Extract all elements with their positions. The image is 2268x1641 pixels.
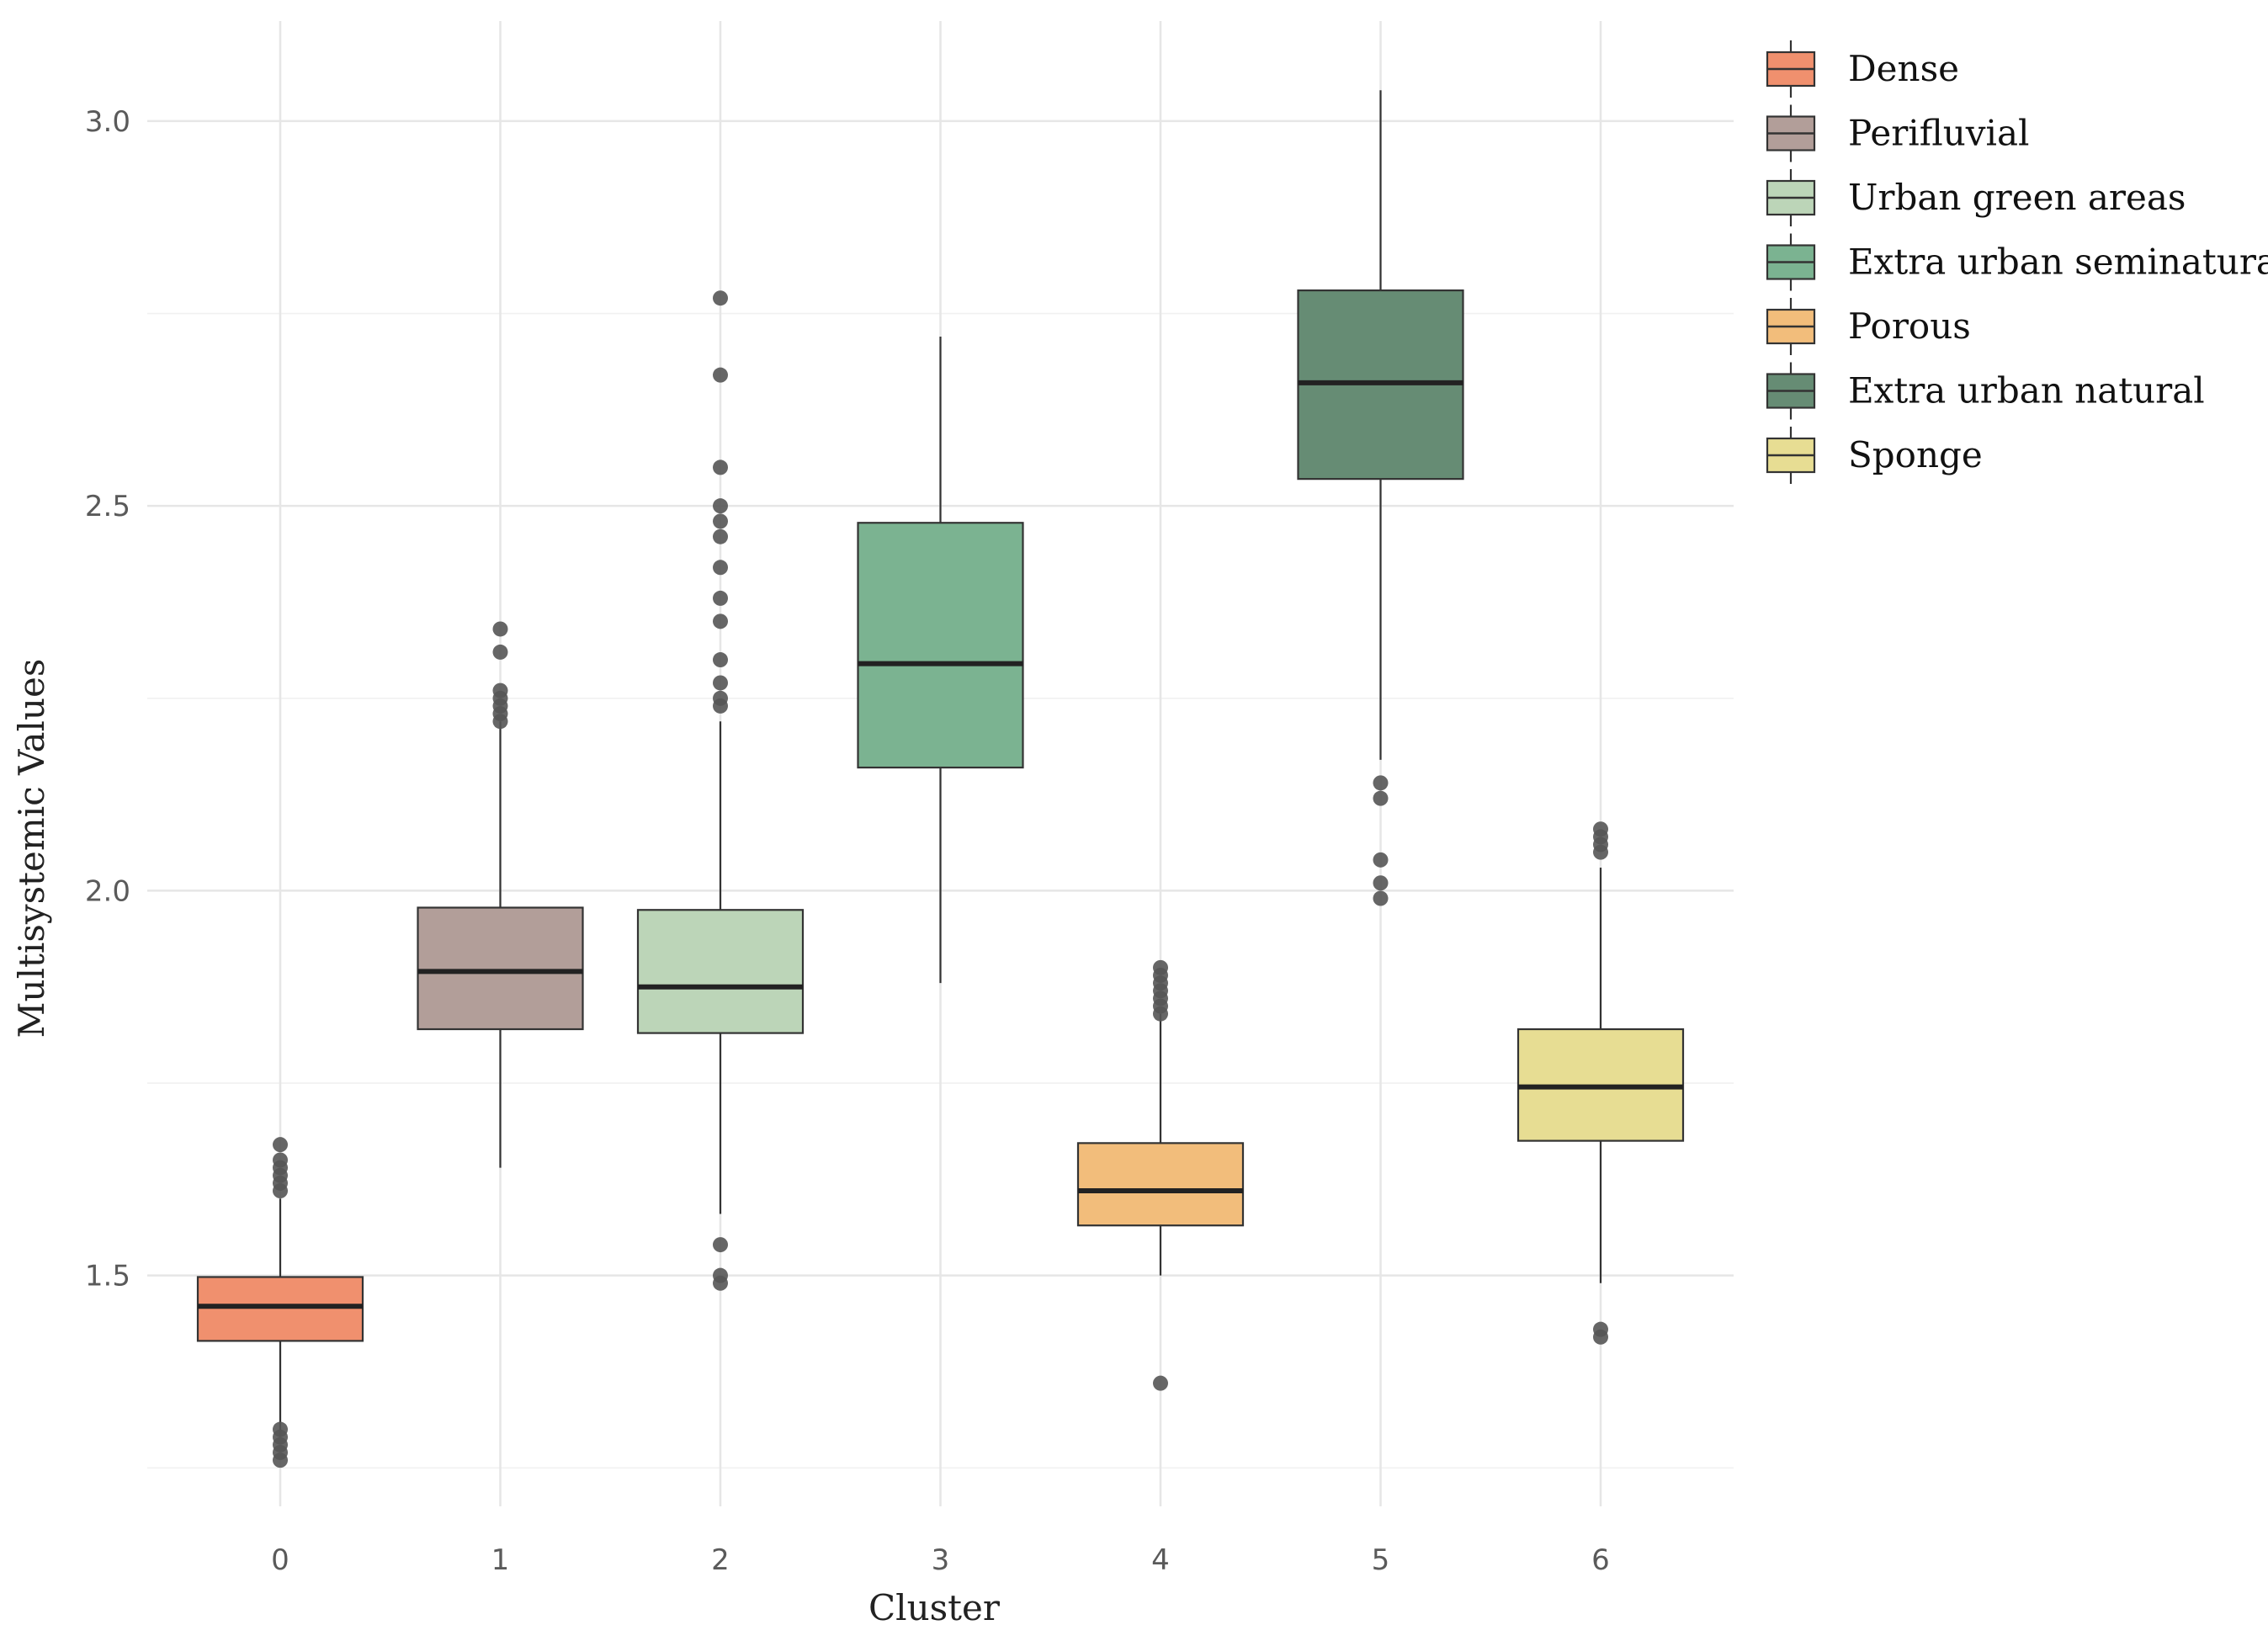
legend-label: Extra urban natural [1848, 370, 2205, 412]
legend-item-extra-urban-seminatural: Extra urban seminatural [1766, 233, 2268, 291]
iqr-box [417, 906, 584, 1031]
box-cluster-3 [857, 336, 1024, 984]
outlier-point [273, 1421, 288, 1437]
box-cluster-5 [1297, 90, 1464, 906]
outlier-point [1373, 775, 1389, 791]
boxes-layer [196, 90, 1685, 1468]
outlier-point [713, 513, 728, 529]
y-tick-label: 2.0 [85, 874, 130, 908]
outlier-point [713, 498, 728, 514]
outlier-point [713, 528, 728, 544]
box-cluster-4 [1076, 959, 1245, 1391]
outlier-point [713, 590, 728, 606]
outlier-point [713, 560, 728, 576]
outlier-point [492, 621, 508, 637]
y-tick-label: 1.5 [85, 1260, 130, 1293]
legend-item-sponge: Sponge [1766, 427, 1983, 484]
outlier-point [1153, 1375, 1168, 1391]
legend-item-urban-green-areas: Urban green areas [1766, 169, 2186, 226]
outlier-point [1373, 875, 1389, 891]
x-tick-label: 6 [1591, 1543, 1610, 1577]
legend-label: Urban green areas [1848, 177, 2186, 218]
outlier-point [492, 682, 508, 698]
legend-label: Perifluvial [1848, 113, 2029, 154]
iqr-box [857, 522, 1024, 769]
x-tick-label: 3 [932, 1543, 950, 1577]
legend-label: Porous [1848, 305, 1971, 347]
box-cluster-2 [636, 290, 805, 1291]
legend-label: Dense [1848, 48, 1959, 89]
y-axis: 1.5 2.0 2.5 3.0 [85, 105, 130, 1293]
y-tick-label: 2.5 [85, 490, 130, 523]
outlier-point [713, 1237, 728, 1253]
y-tick-label: 3.0 [85, 105, 130, 139]
box-cluster-6 [1516, 821, 1685, 1345]
legend-label: Sponge [1848, 434, 1983, 475]
x-tick-label: 0 [271, 1543, 289, 1577]
box-cluster-1 [417, 621, 584, 1168]
outlier-point [1373, 890, 1389, 906]
outlier-point [1373, 790, 1389, 806]
outlier-point [273, 1137, 288, 1153]
outlier-point [1593, 821, 1608, 837]
outlier-point [273, 1152, 288, 1168]
outlier-point [713, 613, 728, 629]
legend-item-extra-urban-natural: Extra urban natural [1766, 362, 2205, 420]
outlier-point [713, 675, 728, 691]
outlier-point [713, 1267, 728, 1283]
x-tick-label: 2 [711, 1543, 730, 1577]
x-axis: 0 1 2 3 4 5 6 [271, 1543, 1610, 1577]
outlier-point [713, 290, 728, 306]
outlier-point [713, 652, 728, 668]
outlier-point [1373, 852, 1389, 868]
outlier-point [1153, 959, 1168, 975]
x-tick-label: 5 [1372, 1543, 1390, 1577]
legend-label: Extra urban seminatural [1848, 242, 2268, 283]
outlier-point [713, 459, 728, 475]
iqr-box [636, 909, 805, 1034]
x-tick-label: 4 [1151, 1543, 1170, 1577]
legend-item-porous: Porous [1766, 298, 1971, 355]
legend-item-dense: Dense [1766, 40, 1959, 98]
outlier-point [713, 690, 728, 706]
legend-item-perifluvial: Perifluvial [1766, 104, 2029, 162]
legend: Dense Perifluvial Urban green areas Extra u… [1766, 40, 2268, 484]
x-tick-label: 1 [491, 1543, 510, 1577]
box-cluster-0 [196, 1137, 364, 1468]
x-axis-title: Cluster [868, 1587, 1001, 1628]
outlier-point [1593, 1321, 1608, 1337]
y-axis-title: Multisystemic Values [11, 659, 52, 1038]
iqr-box [196, 1276, 364, 1342]
outlier-point [492, 644, 508, 660]
iqr-box [1076, 1142, 1245, 1227]
outlier-point [713, 367, 728, 383]
